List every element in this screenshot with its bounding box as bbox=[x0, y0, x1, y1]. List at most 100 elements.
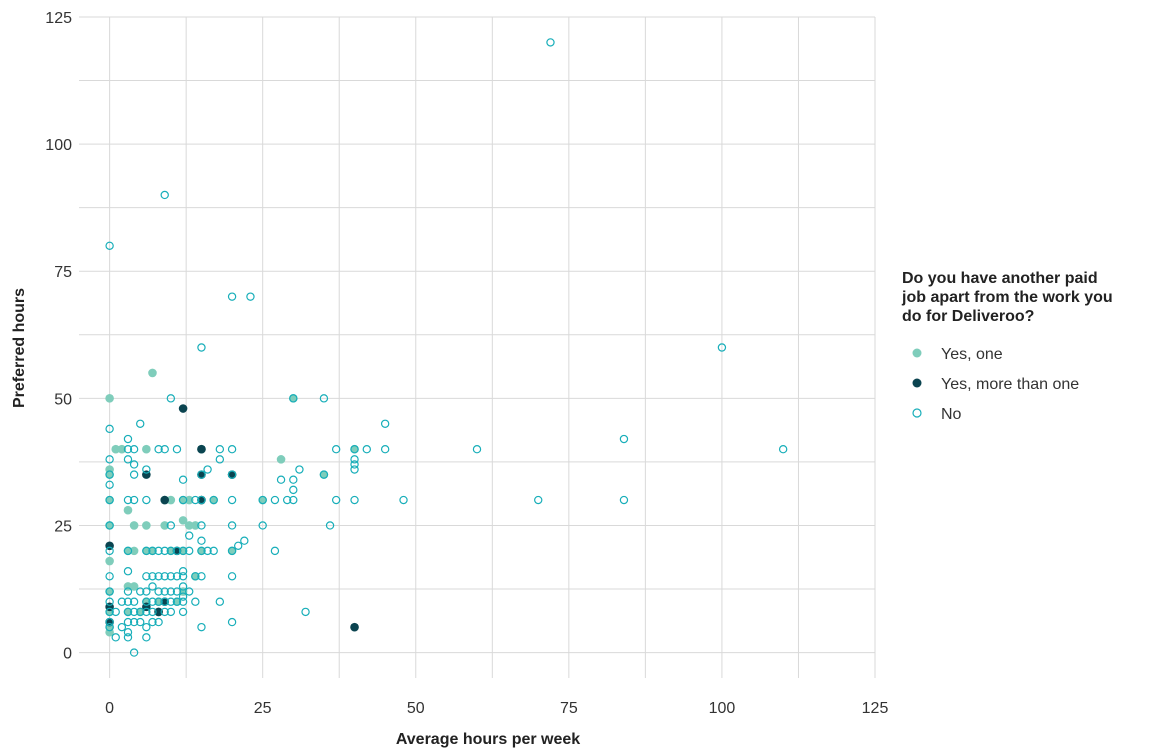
point-no bbox=[350, 444, 359, 454]
point-no bbox=[178, 495, 188, 505]
point-no bbox=[270, 546, 280, 556]
point-yes-one bbox=[105, 521, 114, 530]
legend-marker-yes-more bbox=[912, 378, 922, 388]
legend-title-line-2: job apart from the work you bbox=[901, 289, 1113, 306]
point-no bbox=[178, 546, 188, 556]
point-no bbox=[160, 597, 169, 606]
point-no bbox=[154, 587, 163, 596]
point-no bbox=[105, 480, 114, 489]
point-no bbox=[717, 343, 727, 352]
point-no bbox=[325, 521, 335, 530]
point-yes-one bbox=[289, 394, 298, 403]
point-no bbox=[148, 617, 157, 627]
point-no bbox=[154, 572, 163, 581]
point-no bbox=[350, 460, 359, 469]
point-no bbox=[778, 444, 788, 454]
point-no bbox=[209, 546, 218, 556]
point-no bbox=[227, 617, 237, 627]
point-yes-one bbox=[160, 521, 170, 530]
point-no bbox=[178, 607, 188, 617]
point-no bbox=[227, 546, 237, 556]
point-yes-one bbox=[178, 495, 188, 505]
point-no bbox=[123, 628, 133, 637]
point-no bbox=[258, 521, 267, 530]
point-no bbox=[160, 587, 169, 596]
point-yes-one bbox=[178, 546, 188, 556]
point-no bbox=[172, 546, 182, 556]
point-no bbox=[123, 455, 133, 464]
point-no bbox=[258, 495, 267, 505]
x-tick-label: 100 bbox=[709, 700, 736, 717]
point-yes-more-than-one bbox=[172, 546, 182, 556]
point-no bbox=[105, 572, 114, 581]
point-yes-one bbox=[142, 521, 151, 530]
point-no bbox=[319, 394, 329, 403]
point-no bbox=[331, 495, 341, 505]
point-no bbox=[197, 622, 206, 632]
point-no bbox=[191, 597, 200, 606]
point-no bbox=[136, 607, 145, 617]
point-yes-one bbox=[276, 455, 286, 464]
point-no bbox=[172, 444, 182, 454]
point-no bbox=[233, 541, 243, 551]
y-axis-ticks: 0 25 50 75 100 125 bbox=[45, 10, 72, 663]
point-no bbox=[105, 495, 114, 505]
point-yes-one bbox=[154, 597, 163, 607]
point-no bbox=[350, 465, 359, 474]
point-yes-one bbox=[123, 607, 133, 617]
point-yes-one bbox=[258, 495, 267, 505]
y-tick-label: 100 bbox=[45, 137, 72, 154]
point-no bbox=[154, 597, 163, 606]
point-no bbox=[178, 572, 188, 581]
point-yes-one bbox=[166, 495, 176, 505]
point-yes-one bbox=[166, 546, 176, 556]
x-tick-label: 0 bbox=[105, 700, 114, 717]
point-no bbox=[160, 190, 169, 200]
y-tick-label: 75 bbox=[54, 264, 72, 281]
point-no bbox=[154, 617, 163, 627]
point-no bbox=[123, 597, 133, 606]
point-yes-one bbox=[142, 444, 151, 454]
grid-lines bbox=[79, 16, 876, 678]
point-no bbox=[289, 475, 298, 484]
point-yes-one bbox=[148, 368, 157, 378]
y-axis-title: Preferred hours bbox=[11, 288, 28, 408]
point-yes-one bbox=[135, 607, 145, 617]
data-points bbox=[105, 38, 788, 657]
point-no bbox=[289, 495, 298, 505]
point-no bbox=[142, 607, 151, 617]
point-yes-one bbox=[319, 470, 329, 479]
point-no bbox=[105, 455, 114, 464]
point-no bbox=[215, 597, 225, 606]
point-yes-one bbox=[227, 546, 237, 556]
point-no bbox=[185, 531, 194, 540]
point-no bbox=[166, 587, 176, 596]
point-no bbox=[215, 444, 225, 454]
point-no bbox=[197, 546, 206, 556]
point-no bbox=[148, 582, 157, 591]
point-no bbox=[148, 546, 157, 556]
point-no bbox=[105, 424, 114, 434]
point-yes-more-than-one bbox=[350, 622, 359, 632]
x-tick-label: 75 bbox=[560, 700, 578, 717]
point-no bbox=[227, 470, 237, 479]
x-axis-ticks: 0 25 50 75 100 125 bbox=[105, 700, 888, 717]
point-no bbox=[178, 597, 188, 606]
point-no bbox=[546, 38, 555, 47]
point-no bbox=[197, 536, 206, 545]
point-no bbox=[129, 597, 139, 606]
point-no bbox=[331, 444, 341, 454]
point-no bbox=[142, 633, 151, 642]
point-yes-one bbox=[129, 521, 139, 530]
point-yes-one bbox=[191, 521, 200, 530]
point-no bbox=[142, 465, 151, 474]
point-no bbox=[142, 572, 151, 581]
point-no bbox=[166, 572, 176, 581]
point-no bbox=[289, 485, 298, 495]
point-no bbox=[129, 607, 139, 617]
point-no bbox=[178, 592, 188, 601]
point-no bbox=[148, 597, 157, 606]
point-no bbox=[142, 546, 151, 556]
point-no bbox=[301, 607, 310, 617]
point-no bbox=[197, 495, 206, 505]
